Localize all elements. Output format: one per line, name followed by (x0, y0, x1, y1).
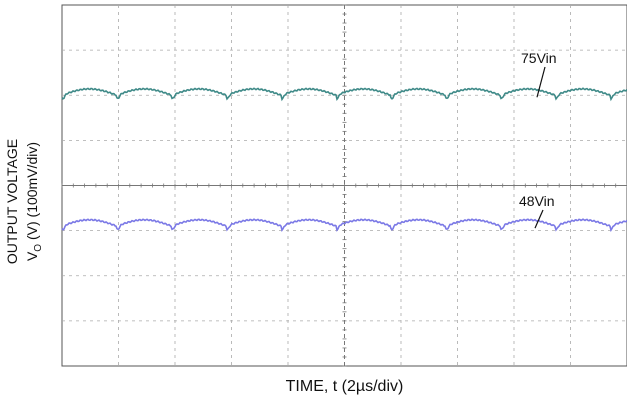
trace-layer (61, 87, 627, 233)
y-axis-label: OUTPUT VOLTAGE VO (V) (100mV/div) (0, 0, 50, 403)
trace-labels: 75Vin 48Vin (519, 50, 557, 229)
trace-label-pointer-48Vin (534, 209, 544, 229)
y-axis-label-line1: OUTPUT VOLTAGE (4, 138, 20, 265)
plot-grid (61, 4, 627, 367)
trace-label-48Vin: 48Vin (519, 193, 555, 209)
trace-label-75Vin: 75Vin (521, 50, 557, 66)
x-axis-label: TIME, t (2µs/div) (285, 378, 404, 395)
y-axis-label-line2: VO (V) (100mV/div) (24, 141, 44, 262)
trace-48Vin (61, 218, 627, 233)
trace-75Vin (61, 87, 627, 102)
trace-label-pointer-75Vin (536, 66, 546, 98)
